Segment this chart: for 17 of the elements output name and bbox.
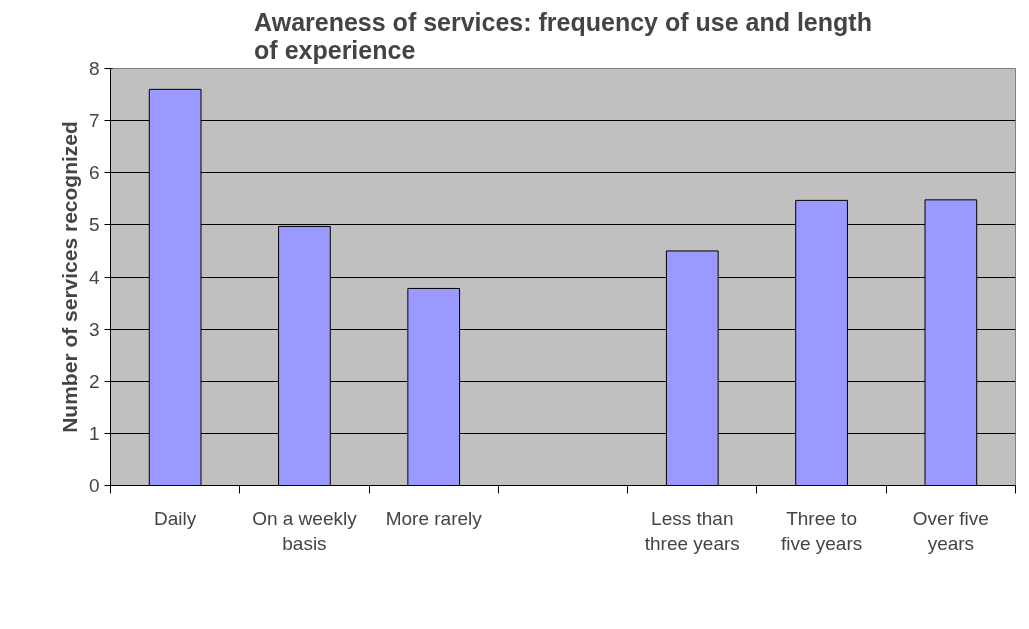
y-tick-label: 1 [88, 422, 100, 444]
y-axis-title: Number of services recognized [57, 121, 81, 433]
y-tick-label: 5 [88, 214, 100, 236]
chart-title: Awareness of services: frequency of use and length of experience [254, 7, 872, 64]
x-tick-label: Three to five years [780, 507, 863, 554]
x-tick-label: Less than three years [644, 507, 740, 554]
y-tick-label: 7 [88, 110, 100, 132]
x-tick-label: On a weekly basis [252, 507, 358, 554]
y-tick-label: 8 [88, 58, 100, 79]
y-tick-label: 6 [88, 162, 100, 184]
y-tick-label: 3 [88, 318, 100, 340]
x-tick-label: Over five years [912, 507, 989, 554]
y-tick-label: 0 [88, 475, 100, 496]
y-tick-label: 4 [88, 266, 100, 288]
y-tick-label: 2 [88, 370, 100, 392]
x-tick-label: Daily [154, 507, 197, 529]
x-tick-label: More rarely [385, 507, 483, 529]
